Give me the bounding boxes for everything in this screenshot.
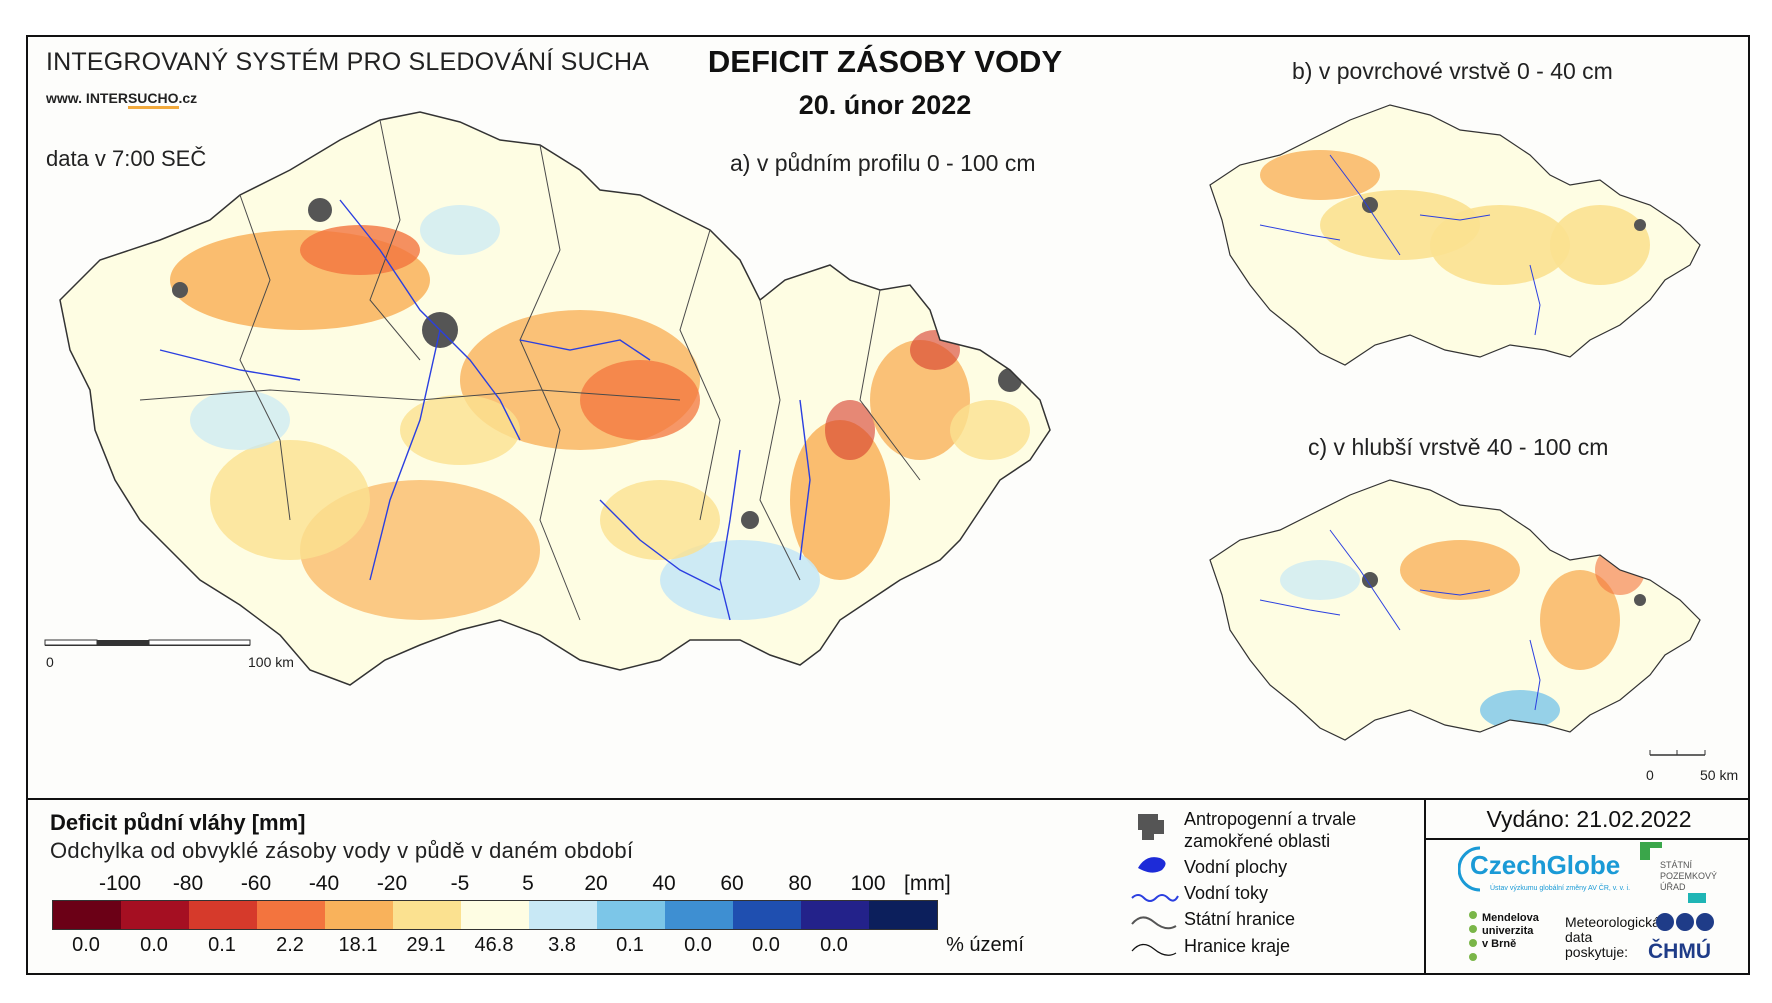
scale-small-start: 0	[1646, 767, 1654, 783]
map-a-label: a) v půdním profilu 0 - 100 cm	[730, 150, 1036, 176]
spu-line-2: POZEMKOVÝ	[1660, 871, 1718, 881]
anthropogenic-icon	[1138, 814, 1164, 840]
czechglobe-logo: CzechGlobe	[1470, 850, 1621, 880]
legend-divider	[28, 798, 1748, 800]
area-percent: 3.8	[548, 934, 576, 956]
mendel-line-3: v Brně	[1482, 938, 1517, 950]
mendel-line-1: Mendelova	[1482, 912, 1539, 924]
website-link[interactable]: www. INTERSUCHO.cz	[46, 90, 198, 109]
area-percent: 0.0	[72, 934, 100, 956]
spu-line-1: STÁTNÍ	[1660, 860, 1693, 870]
map-a	[44, 111, 1051, 686]
water-body-icon	[1138, 857, 1166, 873]
color-bar-tick: -100	[98, 872, 142, 895]
color-bar-tick: 100	[850, 872, 886, 895]
web-suffix: .cz	[178, 90, 198, 106]
color-bar-tick: 80	[788, 872, 812, 895]
spu-accent	[1688, 893, 1706, 903]
color-bar	[52, 900, 938, 930]
issued-underline	[1426, 838, 1748, 840]
mendel-logo: Mendelova univerzita v Brně	[1482, 912, 1539, 951]
area-percent: 46.8	[474, 934, 514, 956]
scale-bar-main	[44, 639, 251, 646]
chmu-logo: ČHMÚ	[1648, 940, 1711, 963]
map-c-label: c) v hlubší vrstvě 40 - 100 cm	[1308, 434, 1609, 460]
map-c	[1209, 479, 1706, 756]
color-bar-tick: 20	[584, 872, 608, 895]
main-title: DEFICIT ZÁSOBY VODY	[707, 44, 1063, 79]
area-percent: 29.1	[406, 934, 446, 956]
area-percent: 0.1	[616, 934, 644, 956]
web-prefix: www. INTER	[46, 90, 128, 106]
color-bar-tick: -5	[450, 872, 470, 895]
color-bar-swatch	[801, 901, 869, 929]
meteo-line-1: Meteorologická	[1565, 914, 1660, 930]
color-bar-tick: -80	[172, 872, 204, 895]
color-bar-swatch	[325, 901, 393, 929]
scale-small-end: 50 km	[1700, 767, 1739, 783]
water-bodies-label: Vodní plochy	[1184, 857, 1288, 877]
legend-subtitle: Odchylka od obvyklé zásoby vody v půdě v…	[50, 838, 634, 863]
state-border-label: Státní hranice	[1184, 909, 1296, 929]
color-bar-swatch	[665, 901, 733, 929]
map-b-label: b) v povrchové vrstvě 0 - 40 cm	[1292, 58, 1613, 84]
color-bar-swatch	[53, 901, 121, 929]
chmu-logo-icon	[1656, 913, 1714, 931]
area-percent: 0.0	[140, 934, 168, 956]
area-percent: 0.0	[820, 934, 848, 956]
czechglobe-sub: Ústav výzkumu globální změny AV ČR, v. v…	[1490, 885, 1631, 892]
legend-unit: [mm]	[904, 872, 951, 895]
color-bar-swatch	[733, 901, 801, 929]
area-percent: 18.1	[338, 934, 378, 956]
color-bar-tick: -20	[376, 872, 408, 895]
rivers-label: Vodní toky	[1184, 883, 1269, 903]
web-mid: SUCHO	[127, 90, 179, 109]
color-bar-swatch	[869, 901, 937, 929]
pct-unit: % území	[946, 934, 1024, 956]
color-bar-tick: -40	[308, 872, 340, 895]
map-b	[1209, 104, 1701, 366]
legend-title: Deficit půdní vláhy [mm]	[50, 810, 306, 835]
meteo-line-3: poskytuje:	[1565, 944, 1629, 960]
issued-date: Vydáno: 21.02.2022	[1486, 806, 1692, 832]
color-bar-swatch	[257, 901, 325, 929]
area-percent: 2.2	[276, 934, 304, 956]
color-bar-swatch	[121, 901, 189, 929]
color-bar-swatch	[597, 901, 665, 929]
data-time: data v 7:00 SEČ	[46, 146, 207, 171]
region-border-icon	[1131, 943, 1177, 956]
scale-main-end: 100 km	[248, 654, 294, 670]
color-bar-tick: 60	[720, 872, 744, 895]
symbol-icons	[1131, 814, 1179, 956]
mendel-logo-icon	[1469, 911, 1477, 961]
meteo-line-2: data	[1565, 929, 1593, 945]
river-icon	[1131, 894, 1179, 902]
spu-logo-icon	[1640, 842, 1662, 860]
scale-bar-small	[1649, 750, 1706, 756]
meteo-credit: Meteorologická data poskytuje:	[1565, 915, 1660, 960]
color-bar-swatch	[393, 901, 461, 929]
color-bar-swatch	[189, 901, 257, 929]
system-title: INTEGROVANÝ SYSTÉM PRO SLEDOVÁNÍ SUCHA	[46, 48, 650, 76]
spu-logo: STÁTNÍ POZEMKOVÝ ÚŘAD	[1660, 860, 1717, 893]
color-bar-tick: 40	[652, 872, 676, 895]
area-percent: 0.1	[208, 934, 236, 956]
scale-main-start: 0	[46, 654, 54, 670]
spu-line-3: ÚŘAD	[1660, 882, 1686, 892]
map-date: 20. únor 2022	[798, 90, 972, 120]
color-bar-swatch	[529, 901, 597, 929]
region-border-label: Hranice kraje	[1184, 936, 1291, 956]
czechglobe-logo-icon	[1458, 846, 1481, 892]
mendel-line-2: univerzita	[1482, 925, 1534, 937]
area-percent: 0.0	[752, 934, 780, 956]
issued-divider	[1424, 798, 1426, 974]
area-percent: 0.0	[684, 934, 712, 956]
anthropogenic-label: Antropogenní a trvale zamokřené oblasti	[1184, 809, 1357, 851]
color-bar-tick: -60	[240, 872, 272, 895]
color-bar-swatch	[461, 901, 529, 929]
color-bar-tick: 5	[522, 872, 534, 895]
state-border-icon	[1131, 916, 1177, 930]
